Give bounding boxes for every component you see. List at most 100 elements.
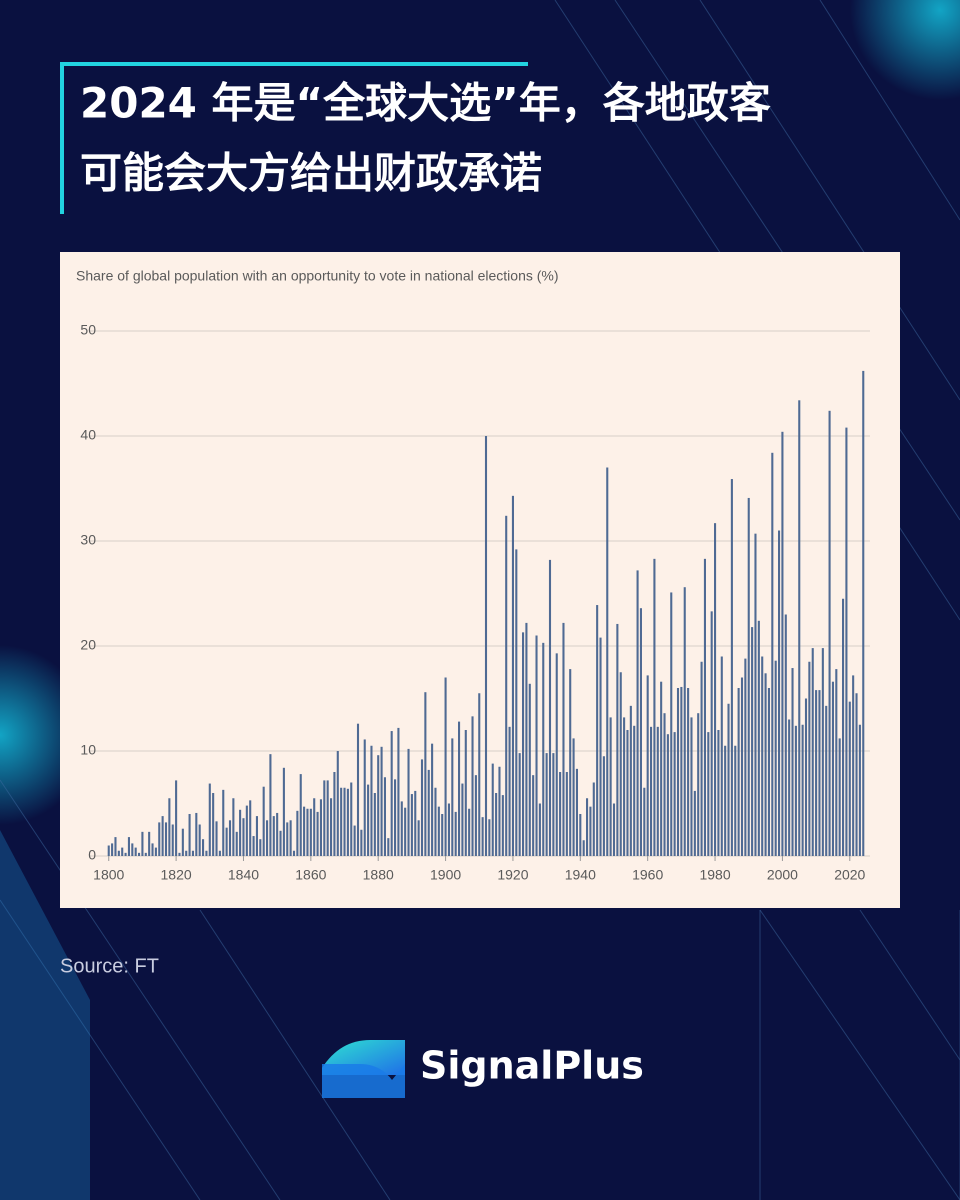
bar bbox=[111, 843, 114, 856]
bar bbox=[326, 780, 329, 856]
bar bbox=[747, 497, 750, 856]
bar bbox=[609, 717, 612, 856]
bar bbox=[343, 787, 346, 856]
bar bbox=[821, 648, 824, 856]
bar bbox=[808, 661, 811, 856]
bar bbox=[724, 745, 727, 856]
bar bbox=[303, 806, 306, 856]
bar bbox=[239, 809, 242, 856]
bar bbox=[404, 807, 407, 856]
bar bbox=[818, 690, 821, 856]
bar bbox=[488, 819, 491, 856]
bar bbox=[158, 822, 161, 856]
bar bbox=[255, 816, 258, 856]
bar bbox=[279, 830, 282, 856]
bar bbox=[296, 810, 299, 856]
bar bbox=[555, 653, 558, 856]
bar bbox=[764, 673, 767, 856]
bar bbox=[444, 677, 447, 856]
bar bbox=[501, 795, 504, 856]
bar bbox=[434, 787, 437, 856]
bar bbox=[771, 452, 774, 856]
bar bbox=[414, 790, 417, 856]
bar bbox=[572, 738, 575, 856]
bar bbox=[700, 661, 703, 856]
bar bbox=[451, 738, 454, 856]
bar bbox=[138, 852, 141, 856]
bar bbox=[410, 794, 413, 856]
bar bbox=[858, 724, 861, 856]
bar bbox=[397, 727, 400, 856]
bar bbox=[656, 726, 659, 856]
bar bbox=[134, 847, 137, 856]
bar bbox=[191, 850, 194, 856]
bar bbox=[181, 828, 184, 856]
bar bbox=[228, 820, 232, 856]
bar bbox=[575, 768, 578, 856]
bar bbox=[825, 705, 828, 856]
bar bbox=[171, 824, 174, 856]
bar bbox=[144, 852, 147, 856]
bar bbox=[377, 755, 380, 856]
bar bbox=[811, 648, 814, 856]
bar bbox=[121, 847, 124, 856]
logo-mark bbox=[322, 1064, 405, 1098]
bar bbox=[730, 479, 733, 856]
bar bbox=[245, 805, 248, 856]
bar bbox=[528, 683, 531, 856]
bar bbox=[249, 800, 252, 856]
bar bbox=[195, 812, 198, 856]
bar bbox=[623, 717, 626, 856]
bar bbox=[269, 754, 272, 856]
bar bbox=[835, 669, 838, 856]
bar bbox=[838, 738, 841, 856]
bar bbox=[148, 831, 151, 856]
x-tick-label: 2020 bbox=[834, 867, 865, 883]
x-tick-label: 1920 bbox=[497, 867, 528, 883]
y-tick-label: 50 bbox=[80, 322, 96, 338]
bar bbox=[582, 840, 585, 856]
bar bbox=[225, 827, 228, 856]
bar bbox=[676, 688, 680, 856]
x-tick-label: 1880 bbox=[363, 867, 394, 883]
brand: SignalPlus bbox=[420, 1044, 644, 1088]
bar bbox=[505, 515, 508, 856]
bar bbox=[727, 703, 730, 856]
bar bbox=[650, 726, 653, 856]
bar bbox=[276, 812, 279, 856]
bar bbox=[646, 675, 649, 856]
bar bbox=[306, 808, 309, 856]
bar bbox=[114, 837, 117, 856]
bar bbox=[636, 570, 639, 856]
bar bbox=[791, 668, 794, 856]
bar bbox=[761, 656, 764, 856]
bar bbox=[117, 850, 120, 856]
bar bbox=[639, 608, 642, 856]
bar bbox=[178, 852, 181, 856]
bar bbox=[643, 787, 646, 856]
bar bbox=[420, 759, 424, 856]
bar bbox=[141, 831, 144, 856]
bar bbox=[468, 808, 471, 856]
bar bbox=[794, 725, 797, 856]
bar bbox=[202, 839, 205, 856]
bar bbox=[693, 790, 696, 856]
bar bbox=[289, 820, 292, 856]
bar bbox=[629, 705, 632, 856]
bar bbox=[356, 723, 360, 856]
bar bbox=[744, 658, 747, 856]
glow bbox=[850, 0, 960, 100]
bar bbox=[127, 837, 130, 856]
bar bbox=[461, 783, 464, 856]
bar bbox=[235, 831, 238, 856]
bar bbox=[612, 803, 616, 856]
bar bbox=[619, 672, 622, 856]
bar bbox=[862, 370, 865, 856]
bar bbox=[565, 772, 568, 856]
decor-shape bbox=[0, 830, 90, 1200]
bar bbox=[515, 549, 518, 856]
bar bbox=[262, 786, 265, 856]
bar bbox=[767, 688, 770, 856]
bar bbox=[680, 686, 683, 856]
